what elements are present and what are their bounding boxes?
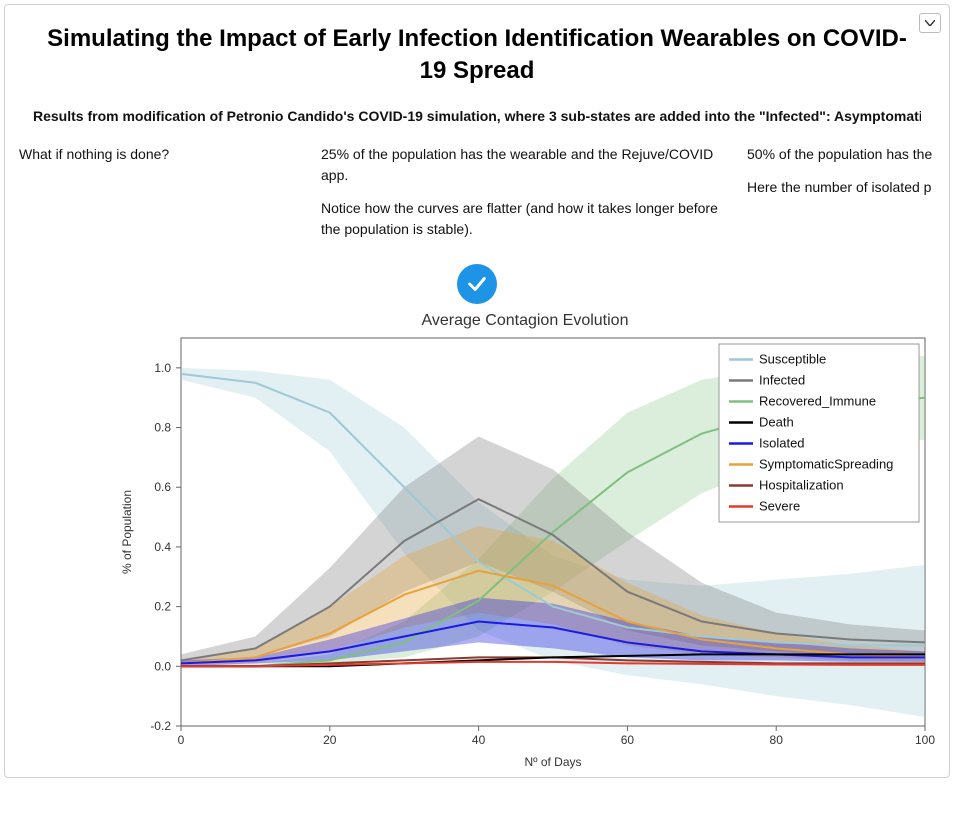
selected-badge: [457, 264, 497, 304]
svg-text:Nº of Days: Nº of Days: [524, 755, 581, 769]
scenario-col-3: 50% of the population has the the Rejuve…: [747, 144, 935, 252]
svg-text:Isolated: Isolated: [759, 436, 805, 451]
page-subtitle: Results from modification of Petronio Ca…: [33, 106, 921, 126]
svg-text:20: 20: [323, 733, 337, 747]
scenario-3-text-1: 50% of the population has the the Rejuve…: [747, 144, 935, 165]
svg-text:% of Population: % of Population: [120, 490, 134, 574]
scenario-1-text: What if nothing is done?: [19, 144, 303, 165]
svg-text:Severe: Severe: [759, 499, 800, 514]
svg-text:1.0: 1.0: [154, 361, 171, 375]
chevron-down-icon: [925, 20, 935, 26]
chart-container: Average Contagion Evolution 0 20 40 60 80 100…: [115, 312, 935, 777]
contagion-chart: 0 20 40 60 80 100 -0.2 0.0 0.2 0.4 0.6 0.8 1.0 Nº of …: [115, 332, 935, 772]
page-title: Simulating the Impact of Early Infection…: [35, 23, 919, 88]
svg-text:0.6: 0.6: [154, 480, 171, 494]
svg-text:Infected: Infected: [759, 373, 805, 388]
scenario-col-1: What if nothing is done?: [19, 144, 303, 252]
svg-text:100: 100: [915, 733, 935, 747]
svg-text:0.2: 0.2: [154, 600, 171, 614]
svg-text:-0.2: -0.2: [150, 719, 171, 733]
svg-text:80: 80: [770, 733, 784, 747]
svg-text:Recovered_Immune: Recovered_Immune: [759, 394, 876, 409]
scenario-columns: What if nothing is done? 25% of the popu…: [5, 144, 949, 258]
scenario-2-text-1: 25% of the population has the wearable a…: [321, 144, 729, 186]
svg-text:SymptomaticSpreading: SymptomaticSpreading: [759, 457, 893, 472]
chart-title: Average Contagion Evolution: [115, 312, 935, 330]
svg-text:40: 40: [472, 733, 486, 747]
svg-text:Hospitalization: Hospitalization: [759, 478, 844, 493]
scenario-3-text-2: Here the number of isolated p the number…: [747, 177, 935, 198]
checkmark-icon: [466, 273, 488, 295]
svg-text:60: 60: [621, 733, 635, 747]
collapse-toggle[interactable]: [919, 13, 941, 33]
svg-text:Death: Death: [759, 415, 794, 430]
svg-text:Susceptible: Susceptible: [759, 352, 826, 367]
svg-text:0.4: 0.4: [154, 540, 171, 554]
svg-text:0: 0: [178, 733, 185, 747]
svg-text:0.0: 0.0: [154, 659, 171, 673]
svg-text:0.8: 0.8: [154, 421, 171, 435]
page-container: Simulating the Impact of Early Infection…: [4, 4, 950, 778]
scenario-col-2: 25% of the population has the wearable a…: [321, 144, 729, 252]
scenario-2-text-2: Notice how the curves are flatter (and h…: [321, 198, 729, 240]
